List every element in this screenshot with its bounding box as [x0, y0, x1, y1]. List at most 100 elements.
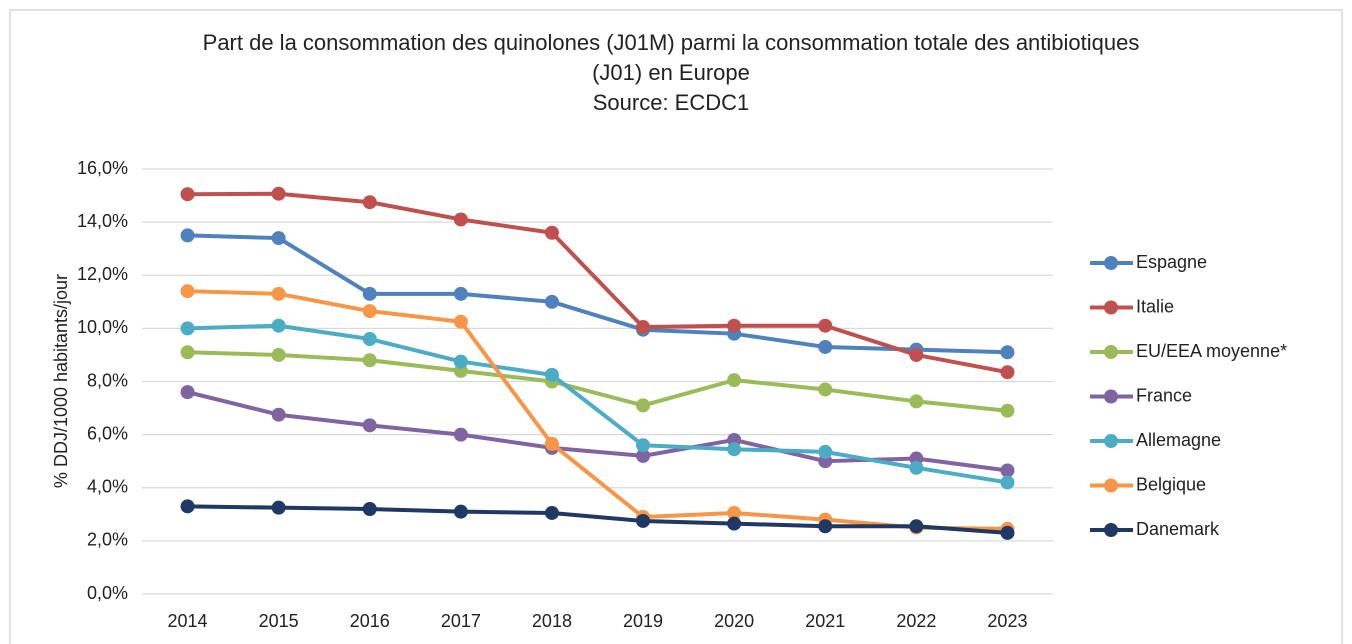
- x-tick-label: 2021: [805, 611, 845, 631]
- data-point: [453, 504, 468, 519]
- data-point: [1000, 403, 1015, 418]
- data-point: [271, 318, 286, 333]
- series-line: [187, 390, 1008, 473]
- data-point: [180, 385, 195, 400]
- data-point: [909, 347, 924, 362]
- data-point: [271, 286, 286, 301]
- legend-label: Italie: [1136, 296, 1174, 316]
- data-point: [1000, 525, 1015, 540]
- data-point: [544, 505, 559, 520]
- chart-border: [9, 9, 1343, 644]
- data-point: [544, 225, 559, 240]
- legend-label: France: [1136, 385, 1192, 405]
- data-point: [636, 438, 651, 453]
- legend-marker: [1104, 300, 1118, 315]
- data-point: [180, 345, 195, 360]
- y-tick-label: 16,0%: [77, 158, 128, 178]
- data-point: [818, 318, 833, 333]
- y-tick-label: 6,0%: [87, 423, 128, 443]
- series-line: [187, 323, 1008, 485]
- data-point: [453, 212, 468, 227]
- series-line: [187, 504, 1008, 535]
- data-point: [453, 314, 468, 329]
- data-point: [636, 320, 651, 335]
- legend-marker: [1104, 434, 1118, 448]
- data-point: [271, 231, 286, 246]
- data-point: [362, 418, 377, 433]
- x-tick-label: 2022: [896, 611, 936, 631]
- chart-subtitle: Source: ECDC1: [592, 90, 750, 115]
- data-point: [271, 347, 286, 362]
- y-tick-label: 0,0%: [87, 583, 128, 603]
- data-point: [362, 502, 377, 516]
- y-tick-label: 2,0%: [87, 530, 128, 550]
- data-point: [727, 442, 742, 457]
- data-point: [180, 284, 195, 299]
- data-point: [180, 499, 195, 514]
- data-point: [1000, 345, 1015, 360]
- data-point: [1000, 475, 1015, 490]
- legend-label: Espagne: [1136, 252, 1207, 272]
- legend-label: Allemagne: [1136, 430, 1221, 450]
- legend-marker: [1104, 345, 1118, 359]
- legend-marker: [1104, 523, 1118, 537]
- data-point: [909, 460, 924, 475]
- data-point: [271, 407, 286, 422]
- data-point: [453, 354, 468, 369]
- data-point: [727, 516, 742, 531]
- legend-label: EU/EEA moyenne*: [1136, 341, 1287, 361]
- series-line: [187, 191, 1008, 375]
- data-point: [180, 321, 195, 336]
- data-point: [818, 519, 833, 534]
- y-axis-label: % DDJ/1000 habitants/jour: [51, 274, 71, 488]
- data-point: [909, 394, 924, 409]
- data-point: [362, 353, 377, 368]
- data-point: [1000, 365, 1015, 380]
- data-point: [453, 427, 468, 442]
- data-point: [727, 373, 742, 388]
- legend-marker: [1104, 389, 1118, 404]
- data-point: [544, 294, 559, 309]
- data-point: [818, 382, 833, 397]
- legend-marker: [1104, 256, 1118, 270]
- data-point: [818, 339, 833, 354]
- data-point: [909, 519, 924, 534]
- data-point: [362, 332, 377, 346]
- series-line: [187, 233, 1008, 355]
- legend-label: Belgique: [1136, 474, 1206, 494]
- data-point: [453, 286, 468, 301]
- data-point: [271, 186, 286, 201]
- data-point: [727, 318, 742, 333]
- x-tick-label: 2017: [441, 611, 481, 631]
- legend-marker: [1104, 478, 1118, 493]
- data-point: [362, 286, 377, 301]
- x-tick-label: 2020: [714, 611, 754, 631]
- data-point: [1000, 463, 1015, 478]
- y-tick-label: 10,0%: [77, 317, 128, 337]
- y-tick-label: 8,0%: [87, 370, 128, 390]
- data-point: [636, 448, 651, 463]
- y-tick-label: 12,0%: [77, 264, 128, 284]
- data-point: [271, 500, 286, 515]
- y-tick-label: 14,0%: [77, 211, 128, 231]
- legend-label: Danemark: [1136, 519, 1220, 539]
- series-line: [187, 350, 1008, 413]
- x-tick-label: 2015: [259, 611, 299, 631]
- data-point: [636, 513, 651, 528]
- data-point: [818, 444, 833, 459]
- data-point: [180, 187, 195, 202]
- data-point: [362, 304, 377, 319]
- data-point: [636, 398, 651, 413]
- data-point: [180, 228, 195, 243]
- data-point: [362, 195, 377, 210]
- data-point: [727, 505, 742, 520]
- series-line: [187, 289, 1008, 531]
- x-tick-label: 2016: [350, 611, 390, 631]
- x-tick-label: 2023: [987, 611, 1027, 631]
- data-point: [544, 436, 559, 451]
- x-tick-label: 2014: [168, 611, 208, 631]
- y-tick-label: 4,0%: [87, 477, 128, 497]
- x-tick-label: 2019: [623, 611, 663, 631]
